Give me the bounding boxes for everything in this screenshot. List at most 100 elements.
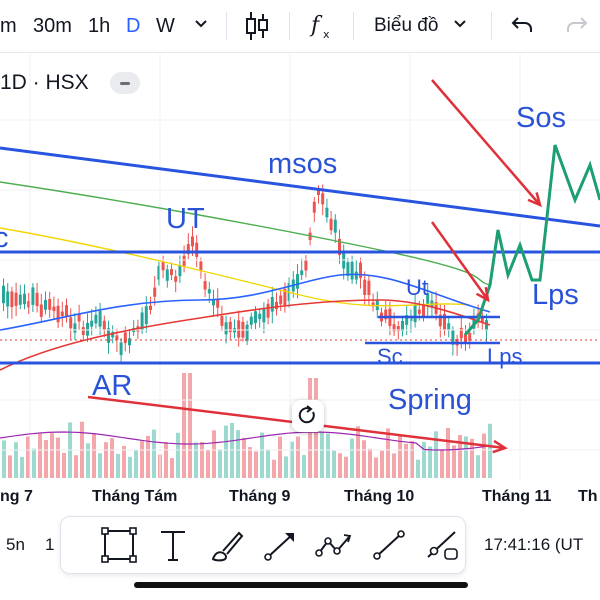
candle-body [6,291,10,307]
candle-body [224,322,228,335]
interval-week[interactable]: W [156,15,175,37]
volume-bar [44,440,48,478]
candlestick-icon[interactable] [244,10,270,47]
x-label-sep: Tháng 9 [229,488,291,505]
candle-body [212,300,215,306]
volume-bar [404,443,408,478]
volume-bar [206,449,210,478]
candle-body [245,324,249,341]
home-indicator [134,582,468,588]
candle-body [178,264,182,277]
price-chart[interactable] [0,52,600,480]
candlestick-series [2,184,488,363]
range-5y[interactable]: 5n [6,535,25,554]
path-tool-icon[interactable] [313,525,357,565]
candle-body [81,327,85,335]
redo-icon[interactable] [565,14,589,41]
candle-body [27,301,31,308]
candle-body [107,328,110,343]
candle-body [266,303,270,318]
x-label-oct: Tháng 10 [344,488,415,505]
undo-icon[interactable] [510,14,534,41]
volume-bar [284,456,288,478]
chevron-down-icon[interactable] [452,16,468,37]
fx-indicator-icon[interactable]: f x [309,10,335,47]
candle-body [44,299,47,310]
candle-body [48,298,52,310]
arrow-tool-icon[interactable] [259,525,303,565]
volume-bar [350,438,354,478]
candle-body [165,269,169,281]
candle-body [296,274,299,289]
x-label-jul: ng 7 [0,488,33,505]
annotation-lps-lower: Lps [487,344,523,369]
candle-body [317,189,320,195]
ray-tool-icon[interactable] [419,525,463,565]
annotation-msos: msos [268,148,338,180]
volume-bar [254,451,258,478]
interval-30m[interactable]: 30m [33,15,72,37]
candle-body [60,311,64,317]
candle-body [447,323,451,330]
volume-bar [488,423,492,478]
volume-bar [356,426,360,478]
range-1y[interactable]: 1 [45,535,55,554]
candle-body [56,305,60,323]
candle-body [77,314,81,322]
ma-blue-line [0,273,491,331]
volume-bar [338,453,342,478]
candle-body [275,301,278,310]
rectangle-icon[interactable] [97,525,141,565]
chevron-down-icon[interactable] [193,16,209,37]
interval-1h[interactable]: 1h [88,15,111,37]
volume-bar [440,449,444,478]
candle-body [354,271,358,280]
candle-body [119,342,123,356]
text-tool-icon[interactable] [151,525,195,565]
candle-body [359,262,362,278]
brush-icon[interactable] [205,525,249,565]
volume-bar [434,431,438,478]
candle-body [262,308,266,323]
volume-bar [248,447,252,478]
annotation-ut-small: Ut [406,275,428,300]
red-arrow-middle-head [475,286,490,303]
candle-body [115,335,119,341]
candle-body [65,305,68,317]
line-tool-icon[interactable] [367,525,411,565]
candle-body [405,315,409,325]
candle-body [35,292,39,307]
interval-minute[interactable]: m [0,15,17,37]
volume-bar [32,448,36,478]
volume-bar [464,436,468,478]
candle-body [304,260,308,271]
symbol-label: 1D · HSX [0,71,89,94]
candle-body [86,323,89,336]
volume-bar [344,456,348,478]
volume-ma-line [0,431,489,451]
candle-body [174,276,178,282]
volume-bar [446,427,450,478]
volume-bar [260,432,264,478]
volume-bar [8,455,12,478]
volume-bar [98,453,102,478]
chart-type-menu[interactable]: Biểu đồ [374,15,439,36]
volume-bar [212,430,216,478]
candle-body [279,295,283,305]
volume-bar [398,435,402,478]
candle-body [350,261,354,280]
collapse-legend-button[interactable] [110,72,140,94]
projection-path [463,144,600,336]
svg-text:f: f [309,13,323,38]
interval-day[interactable]: D [126,15,141,37]
candle-body [157,266,161,280]
reset-chart-button[interactable] [292,400,324,432]
volume-bar [194,442,198,478]
volume-bar [170,458,174,478]
volume-bar [302,454,306,478]
candle-body [422,304,425,317]
x-label-nov: Tháng 11 [482,488,552,505]
drawing-toolbar [60,516,466,574]
volume-bar [164,441,168,478]
volume-bar [38,433,42,478]
